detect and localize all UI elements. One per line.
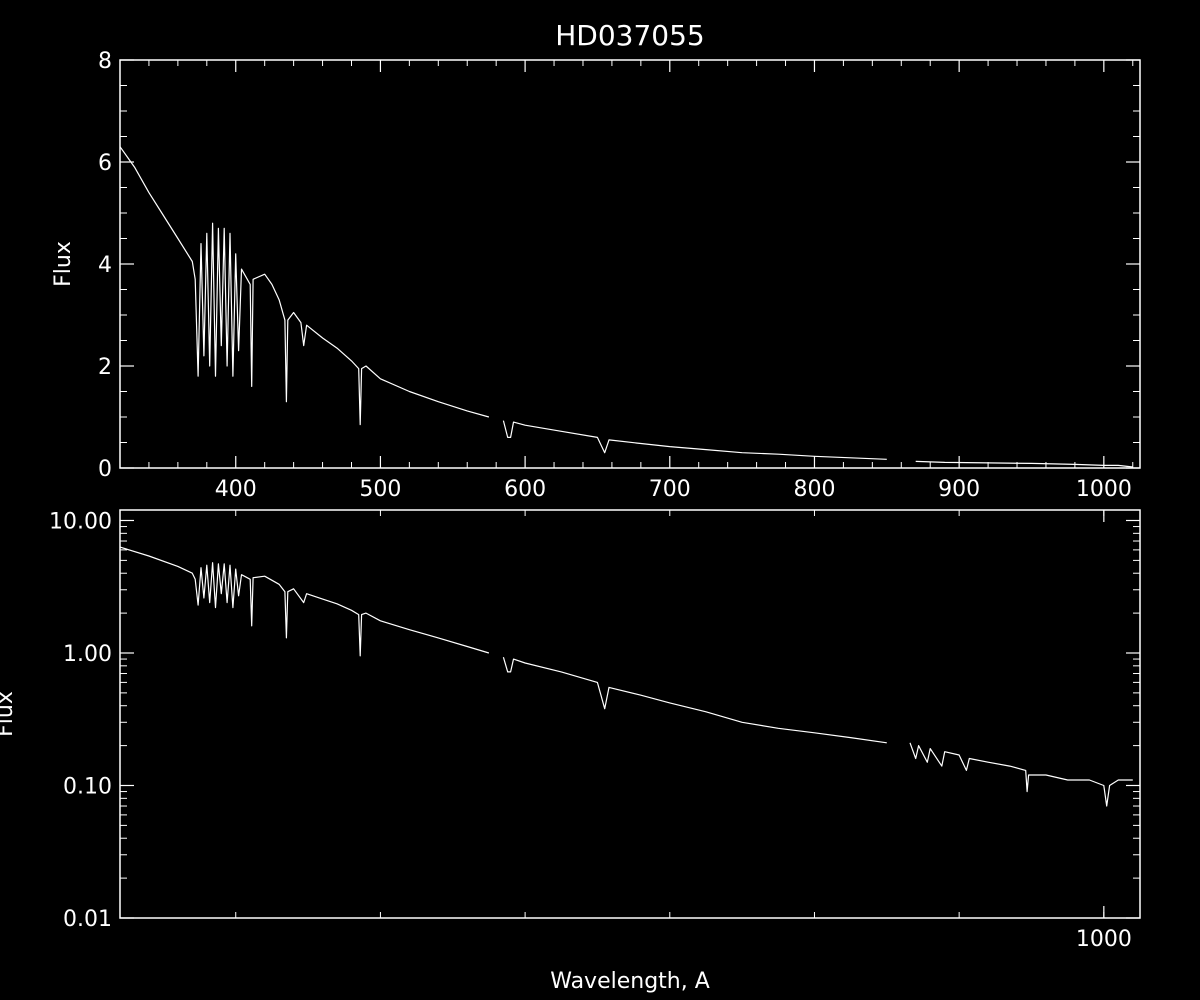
top-y-tick-label: 0 [98, 457, 112, 482]
top-y-tick-label: 4 [98, 253, 112, 278]
bottom-x-tick-label: 1000 [1076, 927, 1132, 952]
top-y-tick-label: 6 [98, 151, 112, 176]
bottom-flux-line-segment-1 [119, 546, 490, 657]
top-flux-series [119, 146, 1133, 468]
bottom-flux-series [119, 546, 1133, 807]
bottom-y-tick-label: 10.00 [49, 509, 112, 534]
chart-title: HD037055 [555, 19, 705, 52]
top-flux-line-segment-2 [502, 420, 887, 460]
top-x-tick-label: 500 [359, 477, 401, 502]
top-x-tick-label: 700 [649, 477, 691, 502]
top-flux-line-segment-3 [915, 460, 1133, 468]
top-y-tick-label: 2 [98, 355, 112, 380]
top-panel: Flux 400 500 600 700 800 900 1000 0 2 4 6 8 [51, 49, 1141, 502]
top-axis-ticks: 400 500 600 700 800 900 1000 0 2 4 6 8 [98, 49, 1140, 502]
top-y-tick-label: 8 [98, 49, 112, 74]
bottom-flux-line-segment-2 [502, 657, 887, 744]
top-flux-line-segment-1 [119, 146, 490, 426]
bottom-panel-frame [119, 509, 1141, 919]
bottom-y-tick-label: 1.00 [63, 642, 112, 667]
bottom-y-tick-label: 0.10 [63, 774, 112, 799]
top-x-tick-label: 400 [215, 477, 257, 502]
top-x-tick-label: 600 [504, 477, 546, 502]
bottom-flux-line-segment-3 [909, 742, 1133, 807]
top-y-axis-label: Flux [51, 241, 76, 287]
bottom-y-axis-label: Flux [0, 691, 18, 737]
top-x-tick-label: 1000 [1076, 477, 1132, 502]
top-x-tick-label: 900 [938, 477, 980, 502]
bottom-panel: Flux Wavelength, A 1000 0.01 0.10 1.00 10.00 [0, 509, 1141, 994]
x-axis-label: Wavelength, A [550, 969, 710, 994]
bottom-axis-ticks: 1000 0.01 0.10 1.00 10.00 [49, 509, 1140, 952]
bottom-y-tick-label: 0.01 [63, 907, 112, 932]
top-x-tick-label: 800 [793, 477, 835, 502]
